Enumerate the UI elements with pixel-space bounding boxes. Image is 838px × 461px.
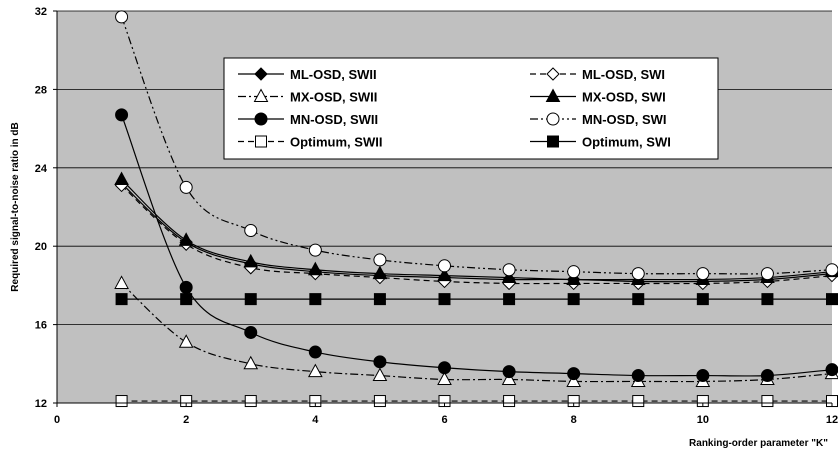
data-point-mx-osd-swii — [501, 371, 517, 385]
data-point-mx-osd-swii — [114, 275, 129, 289]
legend-marker-ml-osd-swi — [546, 67, 560, 81]
data-point-mx-osd-swi — [307, 261, 323, 276]
data-point-mn-osd-swi — [760, 267, 774, 281]
data-point-mn-osd-swii — [438, 361, 451, 375]
data-point-optimum-swi — [761, 293, 774, 306]
data-point-optimum-swii — [115, 395, 128, 408]
data-point-mx-osd-swi — [437, 267, 452, 282]
data-point-optimum-swi — [438, 293, 451, 306]
y-tick-label: 20 — [35, 241, 47, 253]
data-point-optimum-swi — [567, 293, 580, 306]
data-point-mn-osd-swii — [502, 365, 516, 379]
data-point-mx-osd-swii — [372, 367, 388, 382]
data-point-mn-osd-swii — [825, 363, 838, 377]
data-point-optimum-swi — [180, 293, 193, 306]
data-point-optimum-swii — [632, 395, 645, 408]
data-point-mx-osd-swi — [114, 171, 129, 186]
x-tick-label: 10 — [697, 414, 709, 426]
data-point-optimum-swi — [309, 293, 322, 306]
data-point-optimum-swii — [761, 395, 774, 408]
x-tick-label: 2 — [183, 414, 189, 426]
x-tick-label: 6 — [441, 414, 447, 426]
legend-marker-optimum-swii — [255, 135, 267, 148]
data-point-mn-osd-swi — [115, 10, 129, 24]
x-tick-label: 8 — [571, 414, 577, 426]
data-point-optimum-swii — [503, 395, 516, 408]
data-point-mx-osd-swii — [437, 371, 452, 385]
legend-label: MX-OSD, SWI — [582, 90, 666, 105]
legend-label: ML-OSD, SWII — [290, 67, 377, 82]
data-point-optimum-swi — [826, 293, 838, 306]
data-point-mn-osd-swii — [308, 345, 322, 359]
legend-label: Optimum, SWI — [582, 135, 671, 150]
data-point-mn-osd-swi — [244, 224, 258, 238]
x-tick-label: 0 — [54, 414, 60, 426]
data-point-mn-osd-swii — [179, 280, 193, 294]
data-point-mn-osd-swii — [631, 369, 645, 383]
data-point-mn-osd-swi — [631, 267, 645, 281]
data-point-mn-osd-swii — [373, 355, 387, 369]
legend-marker-mn-osd-swi — [546, 112, 560, 126]
data-point-mn-osd-swii — [567, 367, 581, 381]
data-point-mn-osd-swi — [308, 243, 322, 257]
data-point-mn-osd-swi — [502, 263, 516, 277]
legend-marker-mn-osd-swii — [254, 112, 268, 126]
data-point-mn-osd-swi — [373, 253, 387, 267]
data-point-optimum-swi — [373, 293, 386, 306]
data-point-mx-osd-swi — [372, 265, 388, 280]
legend-label: ML-OSD, SWI — [582, 67, 665, 82]
data-point-mn-osd-swii — [760, 369, 774, 383]
data-point-mx-osd-swi — [178, 232, 194, 246]
legend-label: Optimum, SWII — [290, 135, 382, 150]
data-point-mx-osd-swi — [501, 269, 517, 284]
data-point-optimum-swii — [244, 395, 257, 408]
data-point-mn-osd-swi — [567, 265, 581, 279]
data-point-mn-osd-swi — [696, 267, 710, 281]
data-point-mx-osd-swi — [243, 253, 259, 268]
data-point-mx-osd-swii — [243, 355, 259, 370]
data-point-mn-osd-swii — [244, 325, 258, 339]
data-point-optimum-swi — [503, 293, 516, 306]
data-point-optimum-swii — [373, 395, 386, 408]
data-point-mx-osd-swii — [178, 334, 194, 348]
series-markers — [114, 10, 838, 408]
y-tick-label: 32 — [35, 6, 47, 18]
axes — [53, 10, 833, 407]
x-tick-label: 12 — [826, 414, 838, 426]
data-point-optimum-swi — [696, 293, 709, 306]
legend-box — [223, 57, 719, 160]
data-point-mx-osd-swii — [566, 373, 582, 387]
legend-marker-optimum-swi — [547, 135, 559, 148]
data-point-optimum-swi — [632, 293, 645, 306]
legend-marker-ml-osd-swii — [254, 67, 268, 81]
y-tick-label: 24 — [35, 163, 48, 175]
y-tick-label: 12 — [35, 398, 47, 410]
data-point-mn-osd-swii — [696, 369, 710, 383]
legend-label: MN-OSD, SWI — [582, 112, 667, 127]
data-point-optimum-swi — [244, 293, 257, 306]
legend-marker-mx-osd-swii — [253, 88, 269, 102]
y-tick-label: 28 — [35, 84, 47, 96]
legend: ML-OSD, SWII ML-OSD, SWI MX-OSD, SWII MX-OS… — [223, 57, 719, 160]
data-point-mn-osd-swi — [825, 263, 838, 277]
y-axis-title: Required signal-to-noise ratio in dB — [10, 122, 21, 291]
legend-label: MX-OSD, SWII — [290, 90, 377, 105]
data-point-mx-osd-swii — [307, 363, 323, 378]
data-point-mx-osd-swi — [566, 271, 582, 286]
x-tick-label: 4 — [312, 414, 319, 426]
series-line-mx-osd-swi — [121, 179, 833, 281]
data-point-mn-osd-swi — [438, 259, 451, 273]
legend-marker-mx-osd-swi — [545, 88, 561, 102]
data-point-optimum-swi — [115, 293, 128, 306]
series-line-mx-osd-swii — [121, 282, 833, 383]
x-axis-title: Ranking-order parameter "K" — [689, 438, 828, 449]
data-point-mn-osd-swii — [115, 108, 129, 122]
data-point-mn-osd-swi — [179, 180, 193, 194]
legend-label: MN-OSD, SWII — [290, 112, 378, 127]
y-tick-label: 16 — [35, 320, 47, 332]
